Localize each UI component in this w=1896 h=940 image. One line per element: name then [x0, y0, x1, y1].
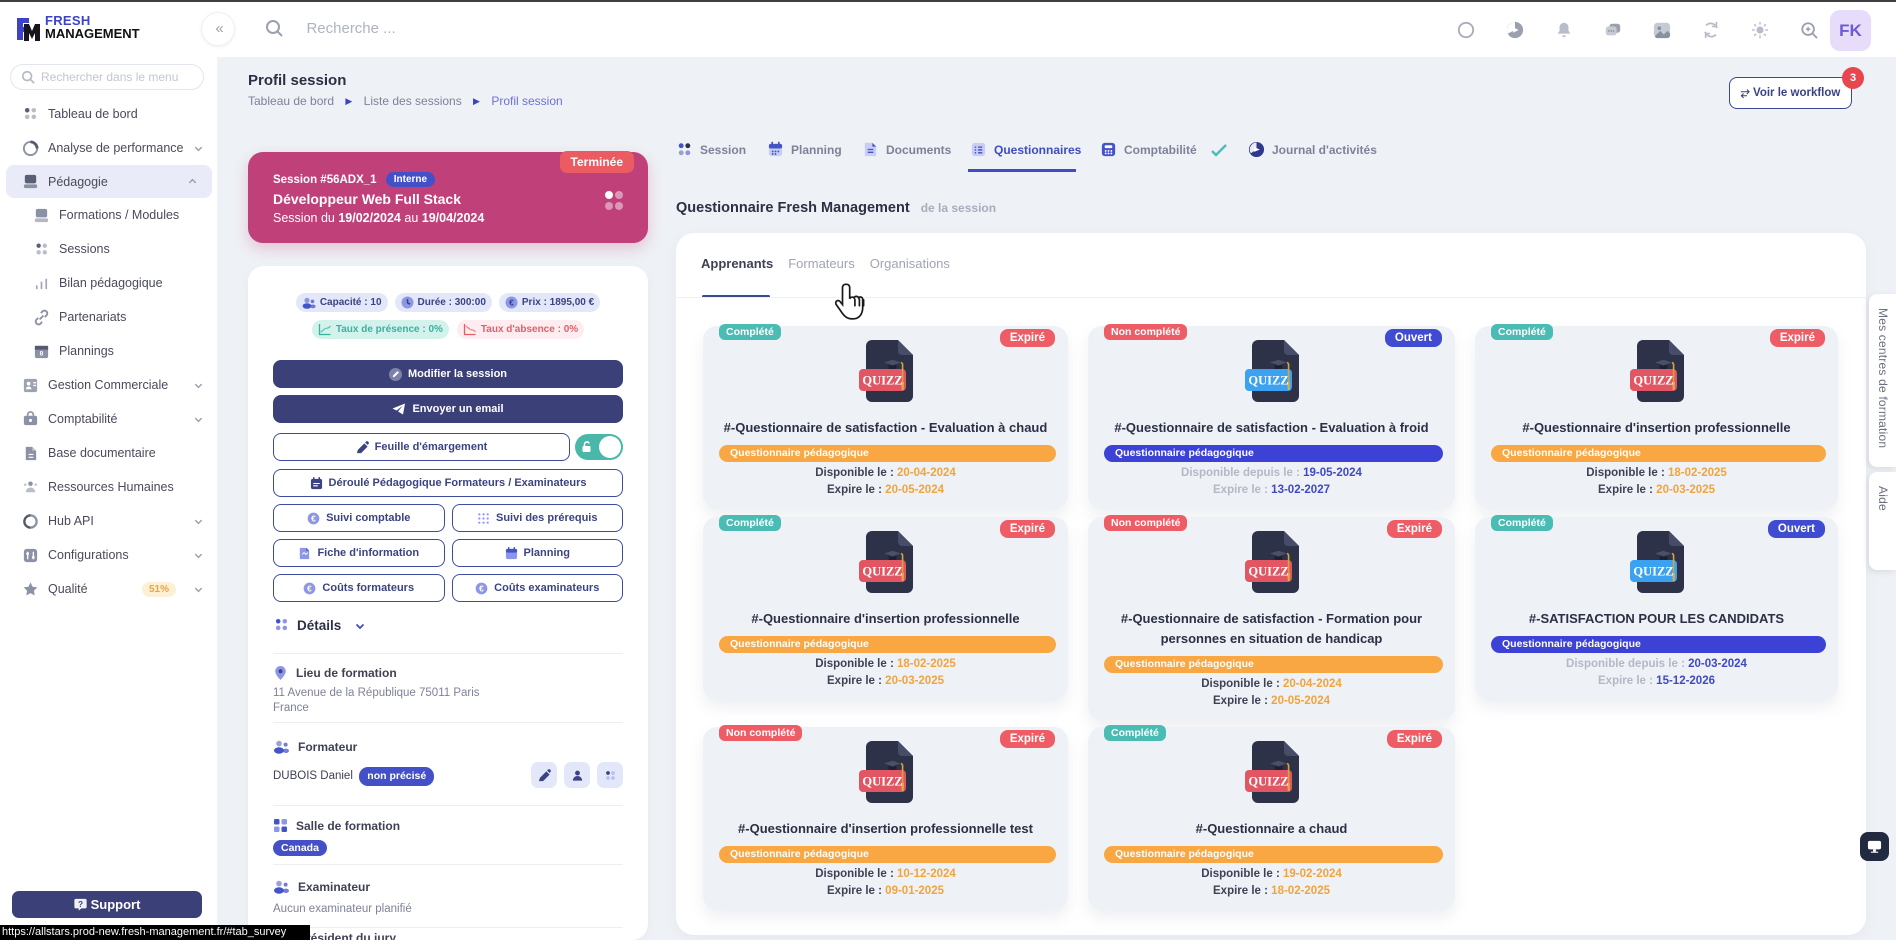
svg-text:QUIZZ: QUIZZ: [1248, 564, 1288, 578]
svg-text:QUIZZ: QUIZZ: [1633, 373, 1673, 387]
svg-text:QUIZZ: QUIZZ: [862, 373, 902, 387]
svg-text:€: €: [479, 583, 484, 593]
svg-text:QUIZZ: QUIZZ: [1248, 774, 1288, 788]
svg-text:QUIZZ: QUIZZ: [1633, 564, 1673, 578]
svg-text:8: 8: [40, 350, 44, 357]
svg-text:QUIZZ: QUIZZ: [1248, 373, 1288, 387]
svg-text:€: €: [308, 583, 313, 593]
svg-text:QUIZZ: QUIZZ: [862, 564, 902, 578]
svg-text:?: ?: [78, 899, 83, 909]
svg-text:€: €: [509, 297, 514, 307]
svg-text:QUIZZ: QUIZZ: [862, 774, 902, 788]
svg-text:€: €: [311, 513, 316, 523]
